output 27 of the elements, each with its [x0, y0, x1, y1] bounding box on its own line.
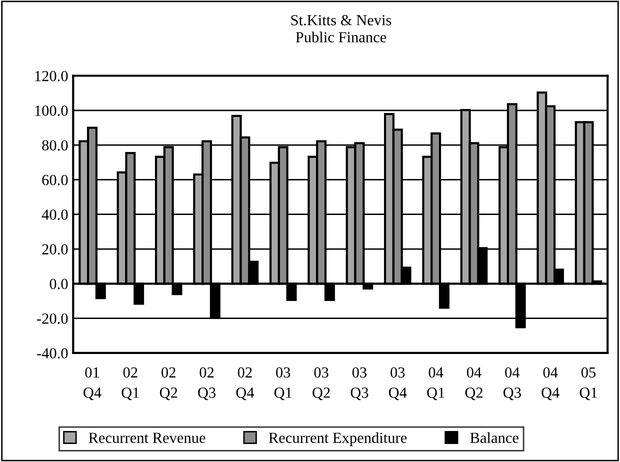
y-tick-label: 20.0 — [42, 244, 68, 255]
x-tick-label: 02 Q1 — [122, 367, 139, 400]
y-tick-label: 100.0 — [35, 106, 68, 116]
x-tick-label: 01 Q4 — [84, 367, 102, 400]
x-tick-label: 03 Q3 — [350, 367, 368, 400]
x-tick-label: 03 Q2 — [312, 367, 330, 400]
y-tick-label: 120.0 — [35, 70, 68, 82]
y-tick-label: -40.0 — [37, 348, 68, 358]
y-tick-label: -20.0 — [37, 313, 68, 324]
legend-label: Recurrent Expenditure — [268, 432, 407, 446]
x-tick-label: 02 Q4 — [236, 367, 254, 400]
x-tick-label: 04 Q3 — [503, 367, 521, 400]
x-tick-label: 04 Q2 — [465, 367, 482, 400]
legend-label: Recurrent Revenue — [88, 432, 206, 443]
x-tick-label: 04 Q1 — [427, 367, 444, 400]
x-tick-label: 03 Q1 — [274, 367, 292, 400]
y-tick-label: 0.0 — [50, 278, 68, 290]
legend-label: Balance — [470, 432, 518, 443]
x-tick-label: 04 Q4 — [542, 367, 560, 400]
x-tick-label: 03 Q4 — [388, 367, 407, 400]
x-tick-label: 02 Q3 — [198, 367, 216, 400]
y-tick-label: 40.0 — [42, 210, 68, 220]
y-tick-label: 60.0 — [42, 174, 68, 186]
x-tick-label: 05 Q1 — [580, 367, 597, 400]
y-tick-label: 80.0 — [42, 140, 68, 151]
chart-title: St.Kitts & Nevis Public Finance — [291, 15, 392, 42]
x-tick-label: 02 Q2 — [160, 367, 178, 400]
